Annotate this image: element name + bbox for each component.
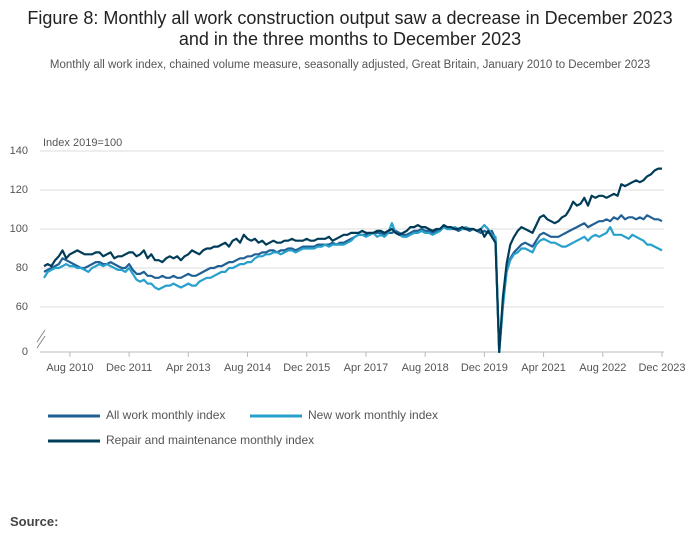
legend-label: New work monthly index (308, 408, 438, 422)
chart-title: Figure 8: Monthly all work construction … (27, 8, 673, 49)
y-tick-label: 140 (10, 145, 28, 157)
x-tick-label: Aug 2018 (402, 362, 449, 374)
x-tick-label: Aug 2022 (579, 362, 626, 374)
x-tick-label: Apr 2017 (344, 362, 389, 374)
series-line (43, 167, 662, 354)
legend-label: All work monthly index (106, 408, 225, 422)
y-tick-label: 60 (16, 301, 28, 313)
y-axis-label: Index 2019=100 (43, 137, 122, 149)
y-tick-label: 120 (10, 184, 28, 196)
x-tick-label: Apr 2013 (166, 362, 211, 374)
x-tick-label: Dec 2019 (461, 362, 508, 374)
x-tick-label: Dec 2023 (638, 362, 685, 374)
x-tick-label: Apr 2021 (521, 362, 566, 374)
axis-break (36, 335, 46, 349)
x-tick-label: Aug 2010 (46, 362, 93, 374)
y-tick-label: 100 (10, 223, 28, 235)
axis-break (36, 329, 46, 343)
x-tick-label: Dec 2015 (283, 362, 330, 374)
series-line (43, 214, 663, 354)
x-tick-label: Aug 2014 (224, 362, 271, 374)
y-tick-label: 0 (22, 346, 28, 358)
series-line (43, 222, 663, 354)
y-tick-label: 80 (16, 262, 28, 274)
x-tick-label: Dec 2011 (106, 362, 152, 374)
source: Source: (10, 514, 59, 529)
chart-subtitle: Monthly all work index, chained volume m… (49, 59, 651, 71)
legend-label: Repair and maintenance monthly index (106, 433, 314, 447)
